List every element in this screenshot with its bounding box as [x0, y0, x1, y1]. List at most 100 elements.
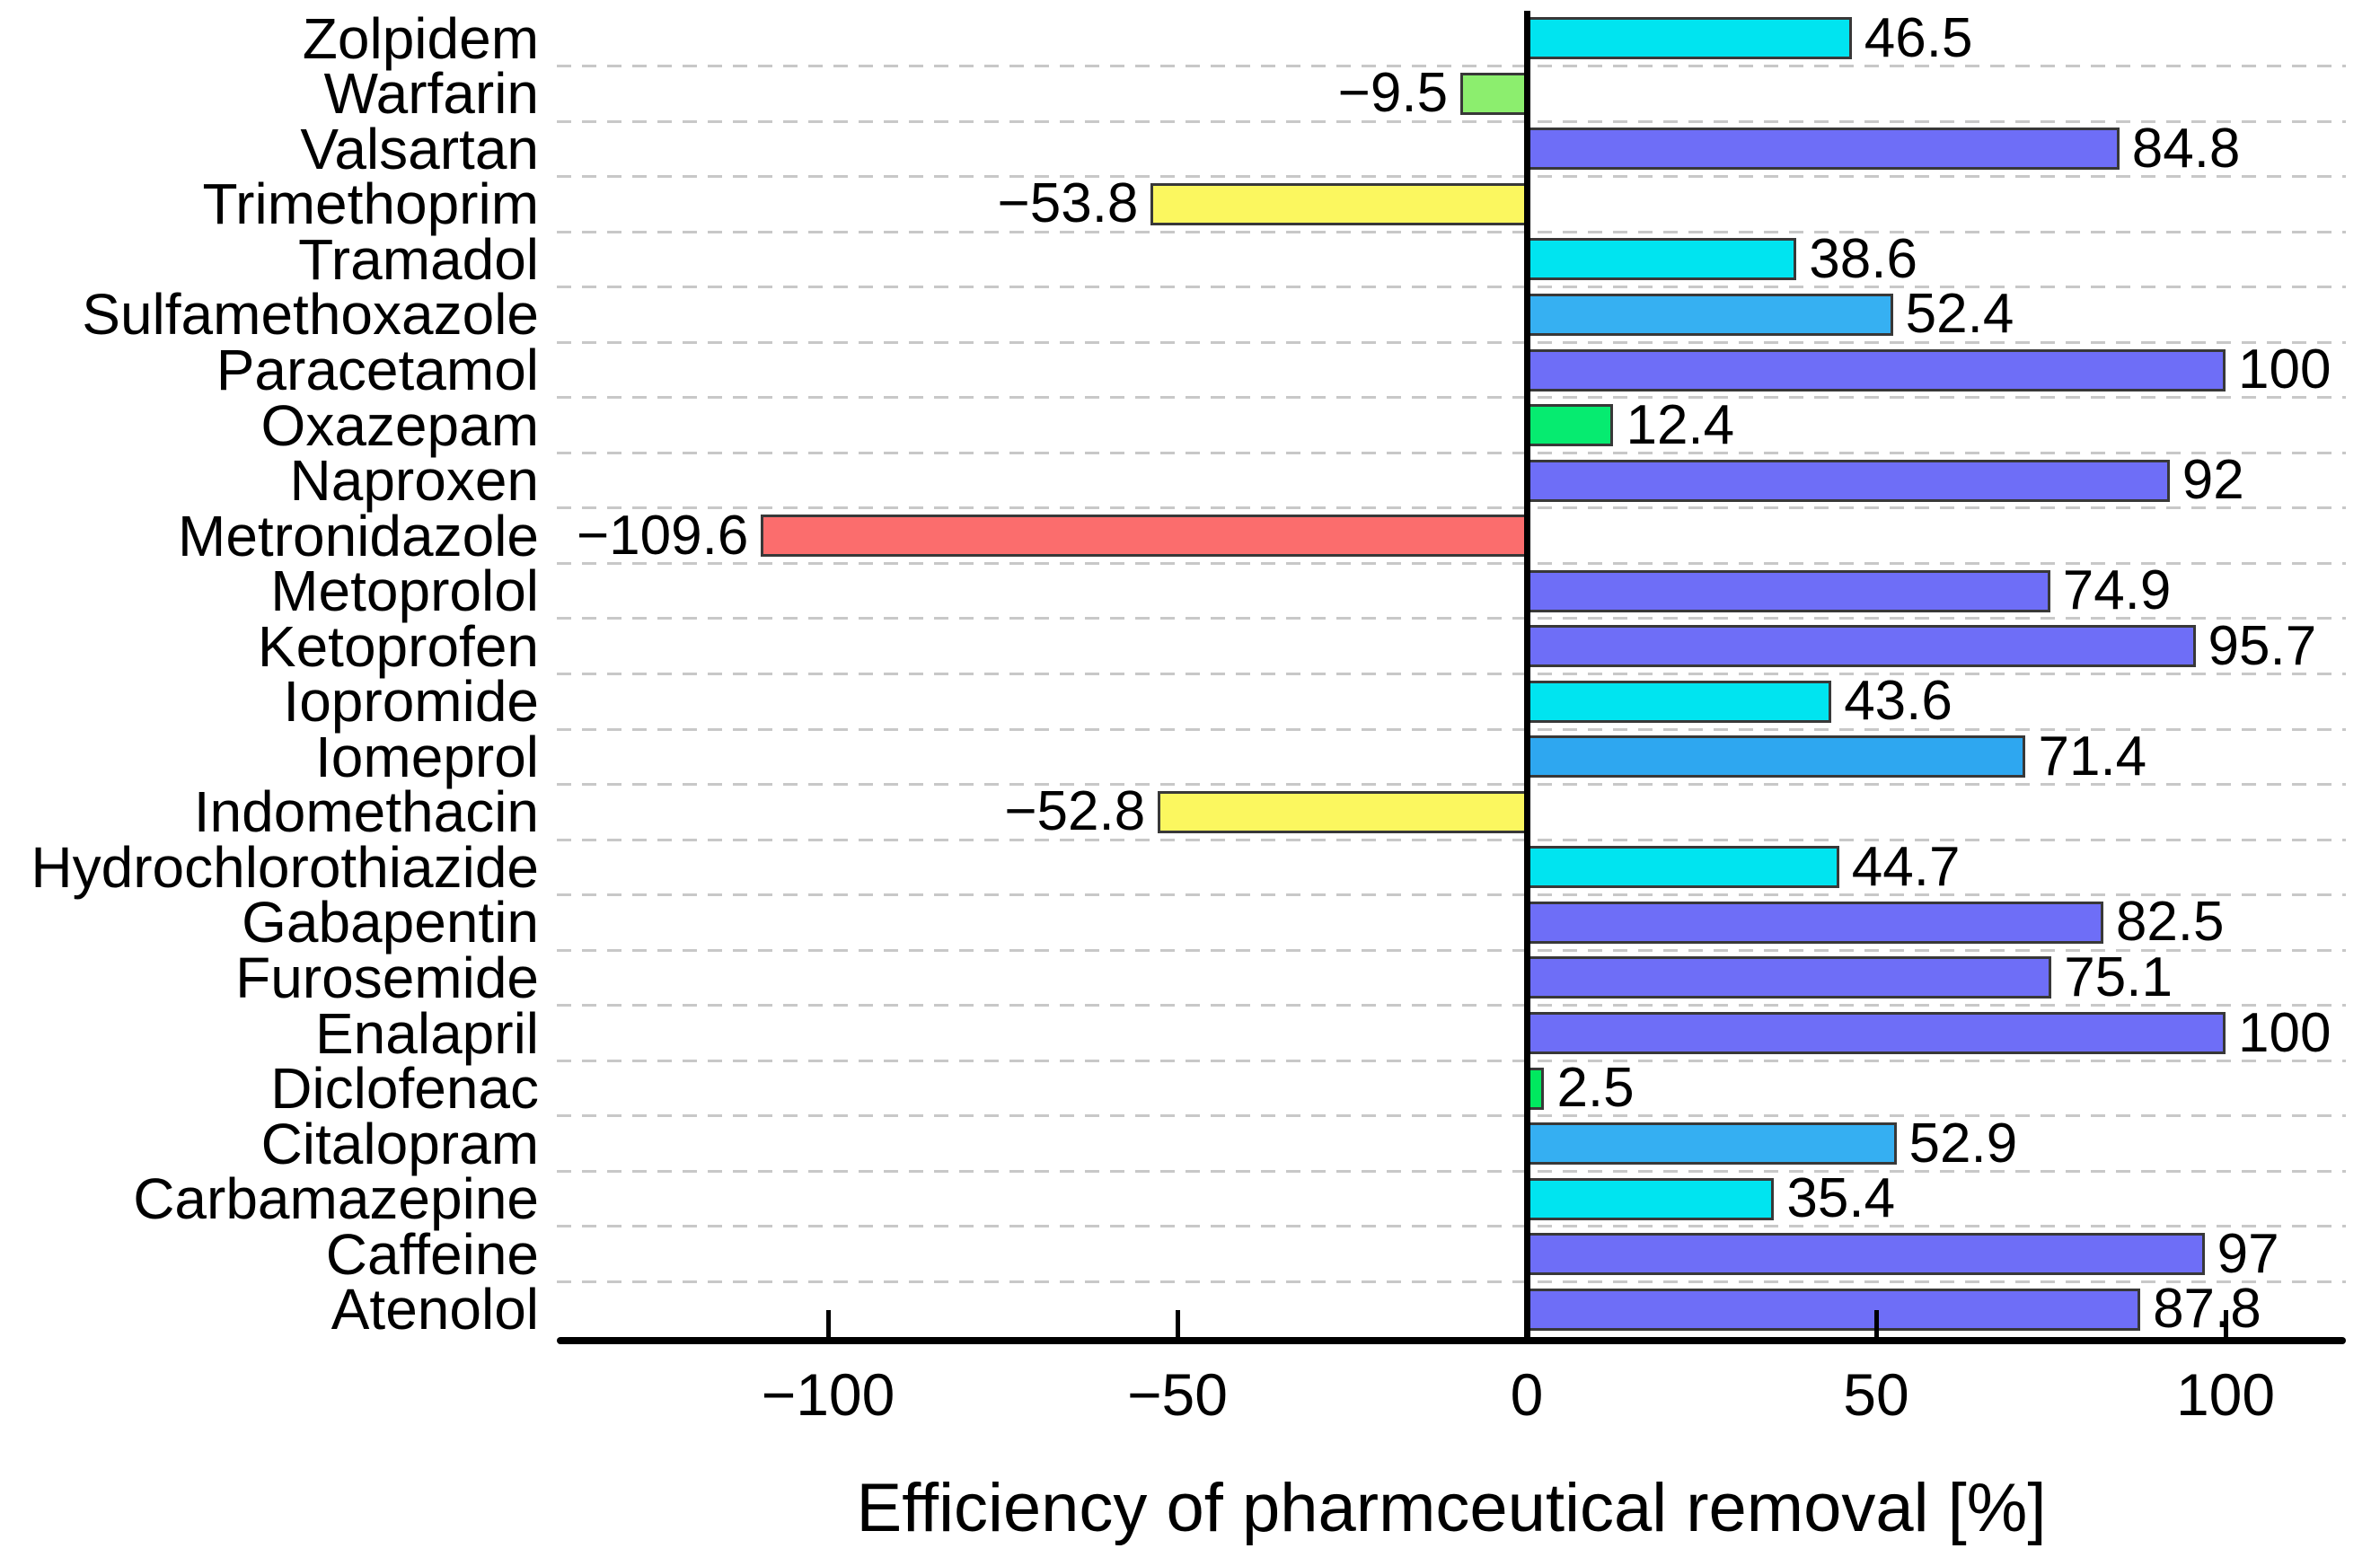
- category-label: Zolpidem: [302, 5, 539, 71]
- category-label: Oxazepam: [260, 392, 539, 458]
- gridline: [557, 230, 2346, 233]
- gridline: [557, 1280, 2346, 1283]
- bar: [1527, 625, 2196, 668]
- bar: [1527, 846, 1839, 889]
- category-label: Metoprolol: [270, 559, 539, 624]
- bar: [1527, 735, 2026, 779]
- bar: [1527, 293, 1893, 336]
- category-label: Trimethoprim: [202, 172, 539, 237]
- bar: [761, 515, 1527, 558]
- value-label: 95.7: [2208, 614, 2317, 677]
- value-label: 52.9: [1908, 1112, 2018, 1174]
- value-label: −53.8: [997, 172, 1139, 235]
- gridline: [557, 340, 2346, 344]
- value-label: 46.5: [1864, 6, 1973, 69]
- value-label: 74.9: [2062, 559, 2172, 622]
- category-label: Tramadol: [298, 226, 539, 292]
- value-label: 82.5: [2115, 891, 2225, 954]
- value-label: 2.5: [1556, 1057, 1635, 1120]
- bar: [1158, 790, 1527, 833]
- value-label: 35.4: [1786, 1167, 1896, 1230]
- category-label: Caffeine: [325, 1221, 539, 1287]
- gridline: [557, 727, 2346, 731]
- bar: [1527, 238, 1797, 281]
- x-tick-label: 50: [1843, 1361, 1909, 1428]
- gridline: [557, 948, 2346, 952]
- bar: [1527, 901, 2103, 944]
- category-label: Atenolol: [331, 1277, 539, 1342]
- x-tick-label: −50: [1127, 1361, 1228, 1428]
- category-label: Diclofenac: [270, 1056, 539, 1122]
- category-label: Naproxen: [289, 448, 540, 514]
- category-label: Sulfamethoxazole: [82, 282, 539, 348]
- gridline: [557, 783, 2346, 787]
- value-label: 12.4: [1626, 393, 1735, 456]
- category-label: Ketoprofen: [257, 613, 539, 679]
- value-label: 75.1: [2064, 946, 2173, 1008]
- x-tick-mark: [1175, 1310, 1180, 1337]
- value-label: −9.5: [1337, 62, 1449, 125]
- gridline: [557, 1225, 2346, 1228]
- gridline: [557, 286, 2346, 289]
- bar: [1527, 348, 2226, 392]
- value-label: 97: [2217, 1222, 2279, 1285]
- bar: [1527, 404, 1614, 447]
- value-label: −109.6: [576, 504, 749, 567]
- bar: [1527, 1012, 2226, 1055]
- value-label: 71.4: [2038, 725, 2147, 787]
- x-tick-mark: [2223, 1310, 2228, 1337]
- bar: [1527, 128, 2120, 171]
- x-tick-mark: [825, 1310, 831, 1337]
- gridline: [557, 838, 2346, 841]
- bar: [1527, 17, 1852, 60]
- category-label: Gabapentin: [242, 890, 539, 955]
- bar: [1527, 1233, 2205, 1276]
- category-label: Iomeprol: [315, 724, 539, 789]
- gridline: [557, 451, 2346, 454]
- bar: [1527, 1288, 2141, 1331]
- bar: [1527, 680, 1832, 723]
- gridline: [557, 175, 2346, 179]
- gridline: [557, 506, 2346, 510]
- category-label: Indomethacin: [193, 779, 539, 845]
- gridline: [557, 561, 2346, 565]
- category-label: Iopromide: [283, 669, 539, 735]
- value-label: 92: [2182, 449, 2244, 512]
- gridline: [557, 1059, 2346, 1062]
- category-label: Metronidazole: [178, 503, 539, 568]
- gridline: [557, 893, 2346, 897]
- category-label: Citalopram: [260, 1111, 539, 1176]
- value-label: 43.6: [1844, 670, 1952, 733]
- gridline: [557, 396, 2346, 400]
- bar: [1527, 1122, 1897, 1166]
- value-label: 87.8: [2153, 1278, 2261, 1341]
- x-tick-mark: [1873, 1310, 1879, 1337]
- value-label: 84.8: [2131, 117, 2241, 180]
- category-label: Valsartan: [300, 116, 539, 181]
- bar: [1527, 956, 2052, 999]
- gridline: [557, 1004, 2346, 1007]
- gridline: [557, 1169, 2346, 1173]
- x-tick-label: 0: [1510, 1361, 1544, 1428]
- value-label: 52.4: [1905, 283, 2014, 346]
- value-label: 38.6: [1809, 227, 1917, 290]
- gridline: [557, 1114, 2346, 1118]
- x-axis-line: [557, 1337, 2346, 1344]
- category-label: Enalapril: [314, 1000, 539, 1066]
- bar: [1460, 72, 1527, 115]
- value-label: 100: [2238, 339, 2332, 401]
- gridline: [557, 119, 2346, 123]
- value-label: −52.8: [1004, 780, 1146, 843]
- value-label: 100: [2238, 1001, 2332, 1064]
- x-axis-title: Efficiency of pharmceutical removal [%]: [856, 1470, 2047, 1546]
- bar: [1150, 182, 1527, 225]
- category-label: Furosemide: [235, 945, 539, 1010]
- bar: [1527, 569, 2050, 612]
- bar: [1527, 459, 2170, 502]
- category-label: Warfarin: [323, 61, 539, 127]
- category-label: Carbamazepine: [133, 1166, 539, 1232]
- gridline: [557, 673, 2346, 675]
- bar: [1527, 1177, 1775, 1220]
- category-label: Hydrochlorothiazide: [31, 834, 539, 900]
- value-label: 44.7: [1851, 835, 1961, 898]
